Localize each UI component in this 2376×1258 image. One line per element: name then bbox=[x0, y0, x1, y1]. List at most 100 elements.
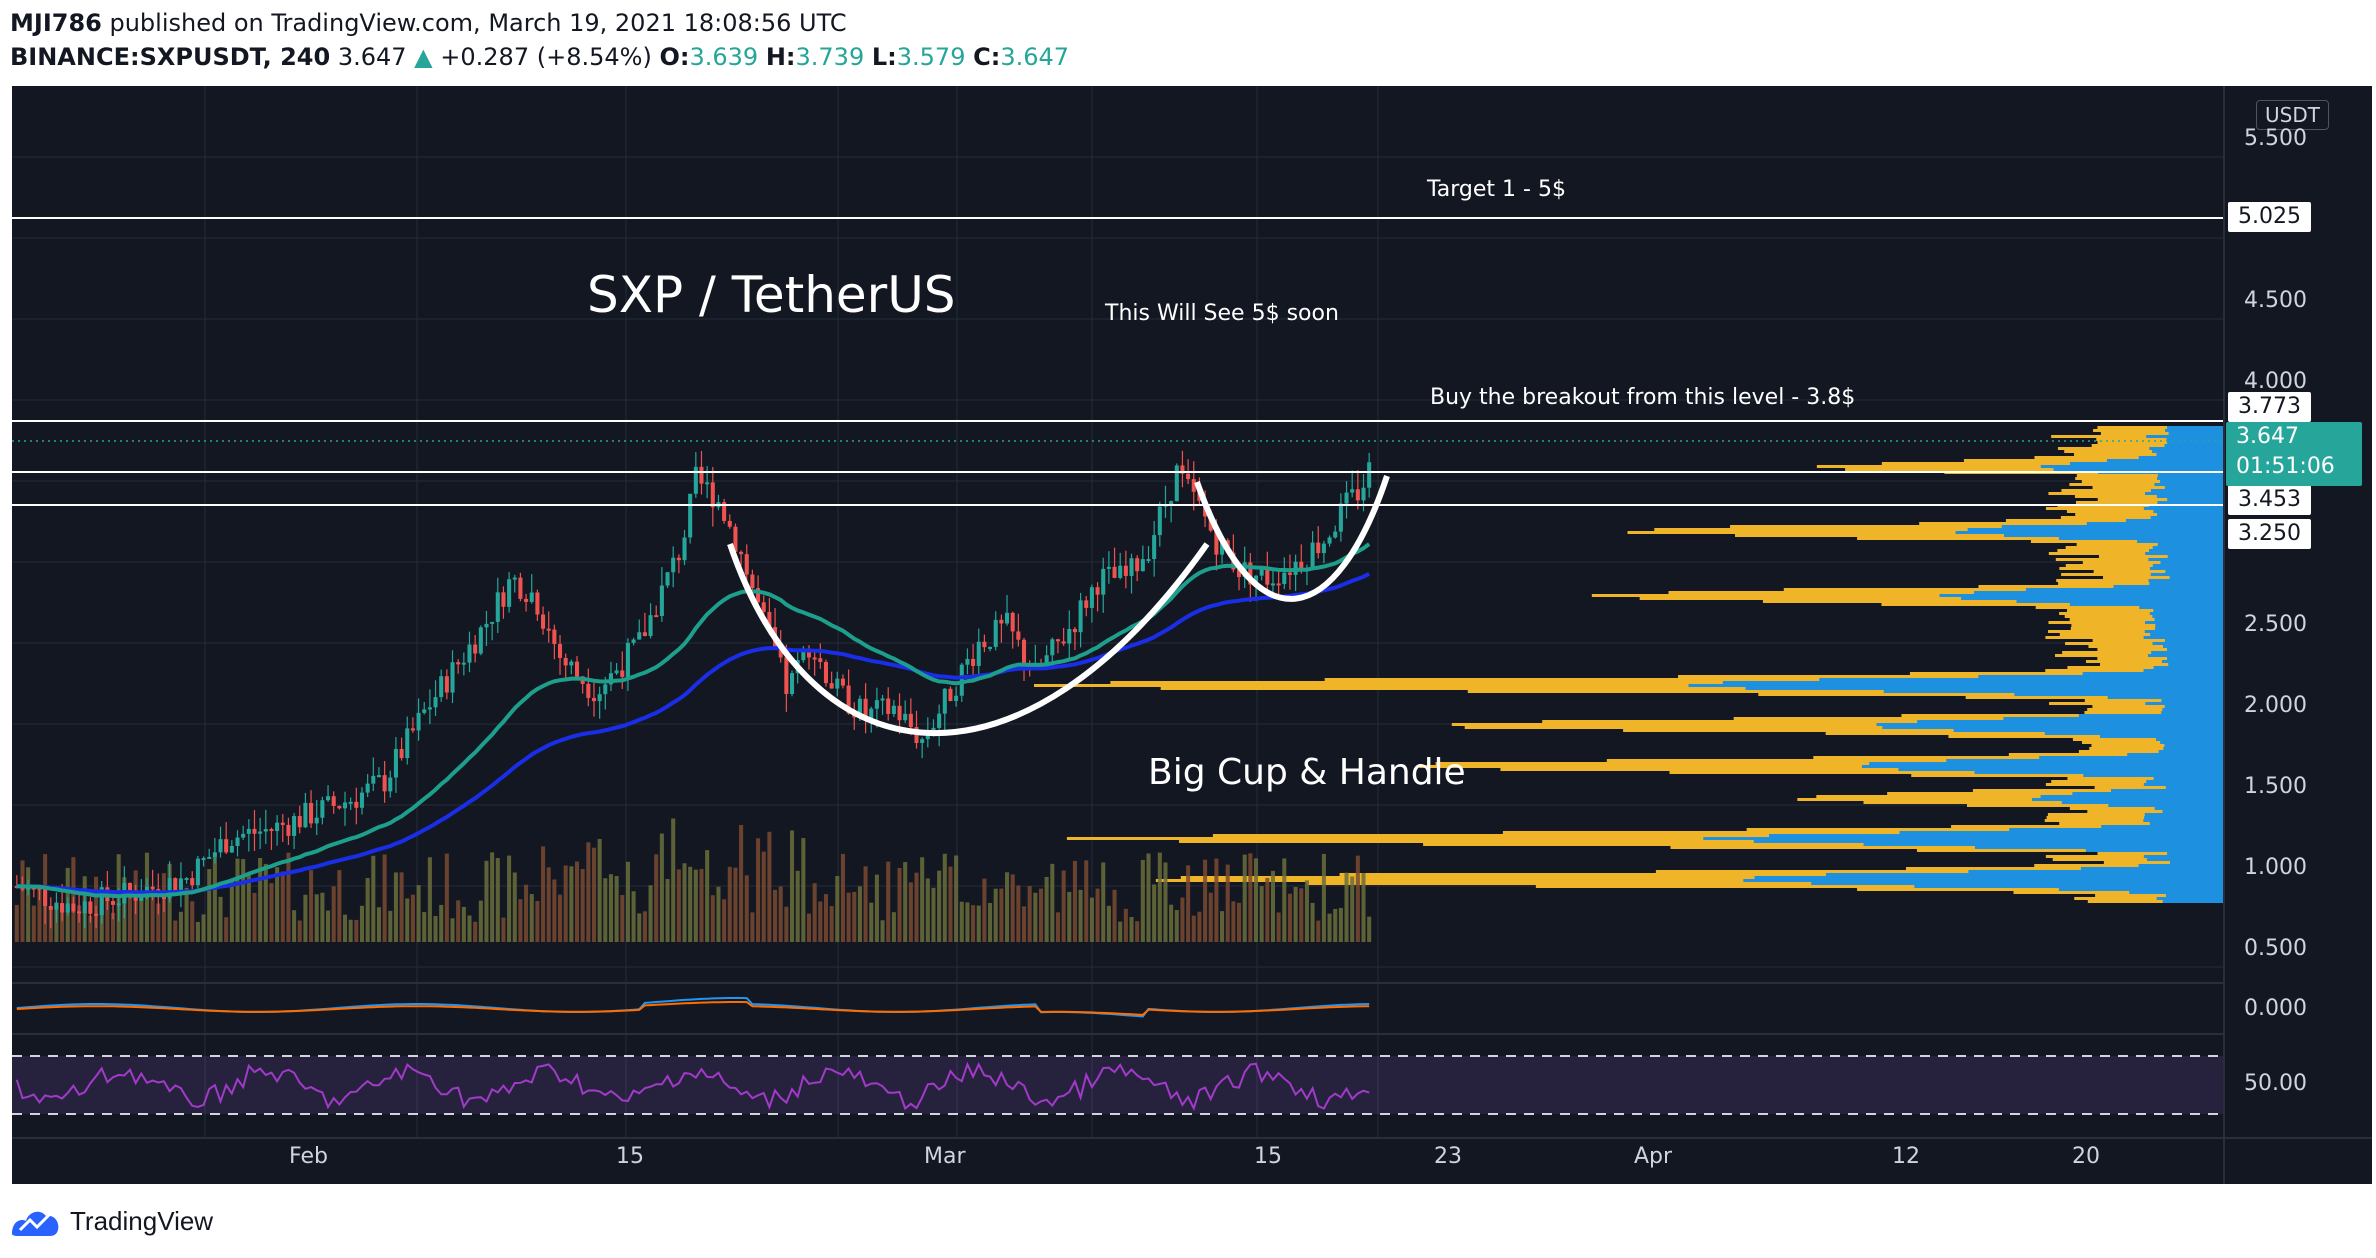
profile-row-total bbox=[1339, 873, 2224, 876]
author-name[interactable]: MJI786 bbox=[10, 9, 102, 37]
volume-bar bbox=[1304, 880, 1309, 942]
candle-body bbox=[1220, 540, 1225, 555]
profile-row-up bbox=[1968, 870, 2224, 873]
profile-row-up bbox=[1898, 768, 2224, 771]
macd-line bbox=[16, 997, 1370, 1018]
volume-bar bbox=[676, 869, 681, 942]
candle-body bbox=[484, 623, 489, 628]
volume-bar bbox=[105, 891, 110, 942]
candle-body bbox=[467, 644, 472, 663]
candle-body bbox=[710, 482, 715, 508]
profile-row-up bbox=[2138, 864, 2224, 867]
level-label-5025[interactable]: 5.025 bbox=[2228, 202, 2311, 232]
profile-row-up bbox=[2162, 708, 2224, 711]
profile-row-up bbox=[2157, 513, 2224, 516]
date-tick: 23 bbox=[1434, 1144, 1462, 1169]
profile-row-up bbox=[1946, 759, 2224, 762]
candle-body bbox=[518, 577, 523, 599]
candle-body bbox=[207, 856, 212, 859]
volume-bar bbox=[823, 894, 828, 942]
volume-bar bbox=[1044, 876, 1049, 942]
profile-row-up bbox=[2162, 810, 2224, 813]
profile-row-up bbox=[2044, 732, 2224, 735]
currency-badge[interactable]: USDT bbox=[2256, 100, 2329, 130]
profile-row-up bbox=[2169, 576, 2224, 579]
profile-row-up bbox=[2111, 789, 2224, 792]
volume-bar bbox=[1355, 855, 1360, 942]
candle-body bbox=[94, 913, 99, 916]
profile-row-up bbox=[1882, 726, 2224, 729]
volume-bar bbox=[665, 879, 670, 942]
profile-row-total bbox=[1324, 678, 2224, 681]
profile-row-up bbox=[2143, 636, 2224, 639]
cup-curve[interactable] bbox=[727, 542, 1210, 737]
profile-row-up bbox=[2152, 642, 2224, 645]
target-annotation[interactable]: Target 1 - 5$ bbox=[1426, 177, 1566, 202]
volume-bar bbox=[897, 867, 902, 942]
volume-bar bbox=[110, 912, 116, 942]
profile-row-up bbox=[2163, 747, 2224, 750]
symbol-interval[interactable]: BINANCE:SXPUSDT, 240 bbox=[10, 43, 331, 71]
profile-row-up bbox=[2161, 711, 2224, 714]
profile-row-up bbox=[2149, 447, 2224, 450]
profile-row-up bbox=[1863, 843, 2224, 846]
current-price-label[interactable]: 3.647 01:51:06 bbox=[2226, 422, 2362, 486]
chart-area[interactable]: SXP / TetherUS Target 1 - 5$ This Will S… bbox=[12, 86, 2372, 1184]
candle-body bbox=[31, 887, 36, 890]
volume-bar bbox=[840, 853, 845, 942]
volume-bar bbox=[263, 863, 268, 942]
candle-body bbox=[1338, 503, 1343, 532]
handle-curve[interactable] bbox=[1194, 475, 1390, 602]
volume-bar bbox=[127, 896, 133, 942]
profile-row-up bbox=[2085, 849, 2224, 852]
candle-body bbox=[727, 520, 732, 527]
tradingview-logo-icon[interactable] bbox=[10, 1204, 62, 1238]
profile-row-total bbox=[2093, 429, 2224, 432]
profile-row-up bbox=[2058, 537, 2224, 540]
profile-row-up bbox=[2152, 546, 2224, 549]
candle-body bbox=[252, 828, 257, 834]
profile-row-up bbox=[1974, 771, 2224, 774]
volume-bar bbox=[150, 889, 155, 942]
volume-bar bbox=[490, 852, 495, 942]
chart-title-annotation[interactable]: SXP / TetherUS bbox=[587, 266, 956, 324]
pattern-annotation[interactable]: Big Cup & Handle bbox=[1148, 752, 1466, 793]
profile-row-up bbox=[2149, 612, 2224, 615]
profile-row-total bbox=[2097, 648, 2224, 651]
volume-bar bbox=[778, 886, 783, 942]
date-tick: 15 bbox=[1254, 1144, 1282, 1169]
breakout-annotation[interactable]: Buy the breakout from this level - 3.8$ bbox=[1430, 385, 1855, 410]
profile-row-total bbox=[1966, 804, 2224, 807]
candle-body bbox=[1095, 587, 1100, 595]
profile-row-total bbox=[1654, 528, 2224, 531]
volume-bar bbox=[756, 838, 761, 942]
level-label-3453[interactable]: 3.453 bbox=[2228, 485, 2311, 515]
candle-body bbox=[427, 707, 432, 710]
candle-body bbox=[501, 592, 506, 607]
volume-bar bbox=[699, 868, 704, 942]
volume-bar bbox=[1214, 858, 1219, 942]
level-label-3250[interactable]: 3.250 bbox=[2228, 519, 2311, 549]
volume-bar bbox=[399, 872, 404, 942]
candle-body bbox=[1287, 572, 1292, 575]
candle-body bbox=[625, 642, 630, 677]
candle-body bbox=[563, 657, 568, 666]
candle-body bbox=[1180, 465, 1185, 474]
volume-bar bbox=[1095, 888, 1100, 942]
candle-body bbox=[1214, 530, 1219, 555]
volume-bar bbox=[835, 875, 840, 942]
horizontal-levels[interactable] bbox=[12, 217, 2224, 506]
profile-row-up bbox=[1899, 831, 2224, 834]
candle-body bbox=[767, 611, 772, 628]
chart-canvas[interactable]: SXP / TetherUS Target 1 - 5$ This Will S… bbox=[12, 86, 2372, 1184]
volume-bar bbox=[625, 861, 630, 942]
candle-body bbox=[54, 903, 59, 910]
profile-row-up bbox=[1974, 591, 2224, 594]
candle-body bbox=[574, 661, 580, 677]
soon-annotation[interactable]: This Will See 5$ soon bbox=[1104, 301, 1339, 326]
level-label-3773[interactable]: 3.773 bbox=[2228, 392, 2311, 422]
candle-body bbox=[659, 585, 664, 616]
volume-bar bbox=[982, 878, 987, 942]
volume-bar bbox=[410, 894, 415, 942]
tradingview-brand[interactable]: TradingView bbox=[70, 1205, 214, 1236]
